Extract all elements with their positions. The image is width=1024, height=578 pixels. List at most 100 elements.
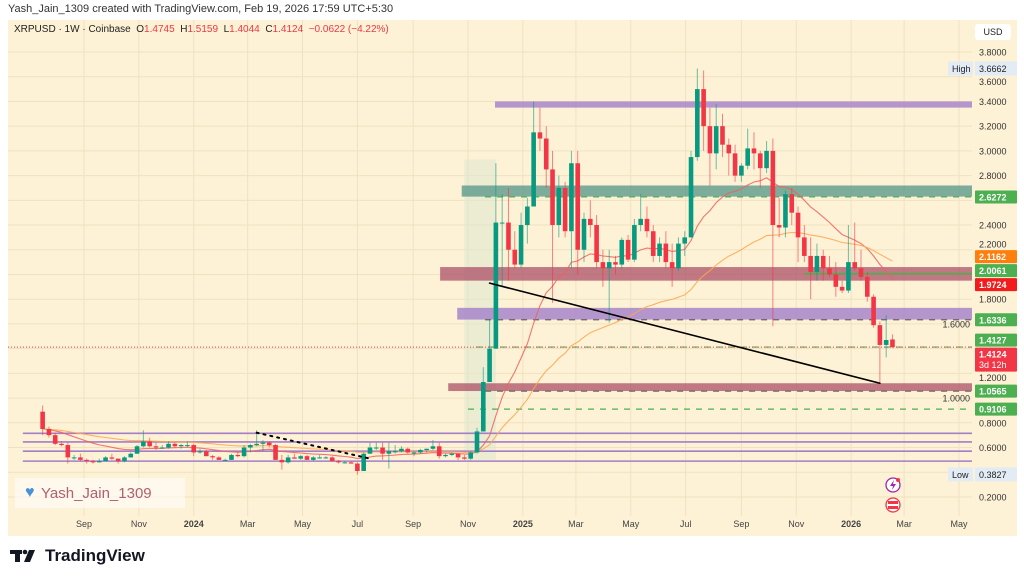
candle-body	[543, 138, 549, 170]
y-tick-label: 3.8000	[979, 48, 1007, 58]
candle-body	[399, 448, 404, 452]
symbol-label[interactable]: XRPUSD · 1W · Coinbase	[14, 24, 131, 35]
flag-icon-circle	[885, 497, 901, 513]
candle-body	[739, 165, 744, 176]
price-badge	[975, 402, 1017, 416]
candle-body	[474, 431, 480, 453]
y-tick-label: 0.6000	[979, 443, 1007, 453]
candle-body	[273, 445, 278, 460]
candle-body	[562, 187, 568, 232]
close-value: 1.4124	[272, 24, 304, 35]
candle-body	[732, 153, 738, 176]
notification-dot	[896, 478, 900, 482]
candle-body	[512, 249, 518, 265]
candle-body	[336, 461, 341, 463]
candle-body	[682, 237, 688, 244]
candle-body	[883, 339, 889, 345]
candle-body	[770, 150, 776, 226]
price-badge-value: 0.9106	[979, 405, 1007, 415]
x-tick-label: Jul	[352, 519, 364, 529]
candle-body	[285, 457, 291, 463]
candle-body	[789, 194, 795, 213]
high-label-bg	[948, 61, 973, 76]
y-tick-label: 3.2000	[979, 122, 1007, 132]
candle-body	[669, 262, 675, 269]
candle-body	[46, 428, 52, 436]
candle-body	[764, 150, 769, 169]
candle-body	[783, 194, 788, 228]
candle-body	[210, 456, 215, 458]
lightning-icon[interactable]	[885, 477, 901, 493]
x-tick-label: Mar	[240, 519, 256, 529]
candle-body	[411, 452, 417, 454]
candle-body	[355, 463, 360, 472]
high-value: 1.5159	[187, 24, 219, 35]
candle-body	[802, 237, 807, 256]
candle-body	[191, 445, 197, 453]
price-badge-value: 2.1162	[979, 252, 1006, 262]
candle-body	[329, 457, 335, 462]
candle-body	[40, 411, 45, 429]
candle-body	[229, 454, 234, 460]
price-badge	[975, 333, 1017, 347]
price-badge	[975, 190, 1017, 204]
footer-brand[interactable]: TradingView	[10, 546, 145, 566]
candle-body	[430, 446, 436, 449]
candle-body	[386, 451, 392, 454]
x-tick-label: 2026	[841, 519, 861, 529]
candle-body	[468, 452, 473, 459]
candle-body	[864, 276, 870, 297]
y-tick-label: 0.2000	[979, 492, 1007, 502]
x-tick-label: Sep	[76, 519, 92, 529]
price-badge-value: 1.4127	[979, 336, 1007, 346]
y-tick-label: 2.2000	[979, 239, 1007, 249]
zone-rectangle	[461, 185, 972, 197]
candle-body	[298, 456, 304, 459]
candle-body	[632, 225, 637, 260]
zone-rectangle	[448, 383, 972, 392]
candle-body	[518, 225, 524, 265]
high-value: 3.6662	[979, 64, 1007, 74]
tradingview-logo-icon	[10, 549, 35, 562]
candle-body	[487, 348, 492, 383]
high-value-bg	[975, 61, 1017, 76]
y-tick-label: 1.6000	[942, 319, 970, 329]
candle-body	[153, 446, 159, 448]
candle-body	[871, 296, 876, 326]
candle-body	[663, 243, 669, 263]
y-tick-label: 3.4000	[979, 97, 1007, 107]
candle-body	[827, 268, 832, 275]
candle-body	[852, 262, 858, 269]
candle-body	[348, 462, 354, 464]
x-tick-label: May	[951, 519, 969, 529]
candle-body	[241, 447, 247, 457]
candle-body	[569, 163, 574, 232]
y-tick-label: 1.0000	[942, 394, 970, 404]
price-badge	[975, 250, 1017, 264]
candle-body	[493, 222, 499, 349]
candle-body	[531, 132, 536, 207]
countdown-label: 3d 12h	[979, 360, 1007, 370]
flag-icon-stripe	[888, 501, 898, 504]
candle-body	[159, 447, 165, 449]
candle-body	[808, 255, 813, 273]
candle-body	[59, 443, 64, 446]
candle-body	[380, 447, 385, 454]
currency-button[interactable]: USD	[975, 24, 1011, 40]
watermark-text: Yash_Jain_1309	[41, 484, 152, 502]
candle-body	[52, 435, 58, 444]
candle-body	[462, 457, 467, 459]
candle-body	[575, 163, 581, 250]
candle-body	[311, 457, 316, 460]
candle-body	[96, 461, 102, 463]
candle-body	[84, 459, 89, 462]
x-tick-label: Nov	[788, 519, 805, 529]
x-tick-label: May	[622, 519, 640, 529]
us-flag-icon[interactable]	[885, 497, 901, 513]
ema-fast-line	[42, 177, 893, 460]
price-badge	[975, 313, 1017, 327]
x-tick-label: Nov	[460, 519, 477, 529]
candle-body	[134, 446, 140, 454]
x-tick-label: 2024	[184, 519, 204, 529]
